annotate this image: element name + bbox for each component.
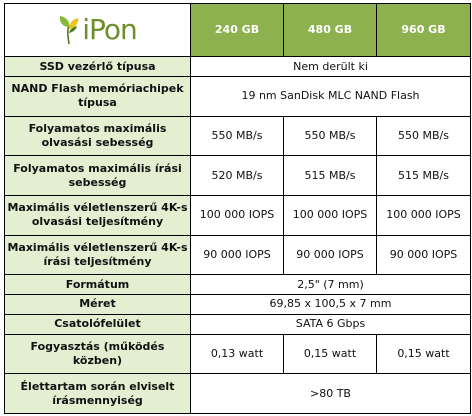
spec-value: 90 000 IOPS xyxy=(376,234,471,276)
spec-value: 0,15 watt xyxy=(376,333,471,375)
spec-value: 550 MB/s xyxy=(190,115,284,157)
spec-value: 100 000 IOPS xyxy=(190,194,284,236)
spec-value: 2,5" (7 mm) xyxy=(190,274,471,296)
spec-label: Csatolófelület xyxy=(4,313,191,335)
capacity-header: 480 GB xyxy=(283,2,377,58)
spec-row: NAND Flash memóriachipek típusa 19 nm San… xyxy=(4,76,471,117)
spec-value: >80 TB xyxy=(190,373,471,414)
spec-label: Méret xyxy=(4,294,191,315)
spec-value: 19 nm SanDisk MLC NAND Flash xyxy=(190,76,471,117)
spec-row: Maximális véletlenszerű 4K-s írási telje… xyxy=(4,234,471,276)
spec-value: 515 MB/s xyxy=(376,155,471,196)
spec-label: NAND Flash memóriachipek típusa xyxy=(4,76,191,117)
spec-body: SSD vezérlő típusa Nem derült ki NAND Flas… xyxy=(4,56,471,414)
spec-label: Folyamatos maximális írási sebesség xyxy=(4,155,191,196)
spec-label: Élettartam során elviselt írásmennyiség xyxy=(4,373,191,414)
spec-label: Maximális véletlenszerű 4K-s írási telje… xyxy=(4,234,191,276)
spec-value: 69,85 x 100,5 x 7 mm xyxy=(190,294,471,315)
capacity-header: 960 GB xyxy=(376,2,471,58)
spec-row: Csatolófelület SATA 6 Gbps xyxy=(4,313,471,335)
spec-value: 100 000 IOPS xyxy=(376,194,471,236)
spec-value: 550 MB/s xyxy=(283,115,377,157)
spec-value: Nem derült ki xyxy=(190,56,471,78)
spec-value: 515 MB/s xyxy=(283,155,377,196)
spec-value: 0,13 watt xyxy=(190,333,284,375)
spec-label: SSD vezérlő típusa xyxy=(4,56,191,78)
capacity-header: 240 GB xyxy=(190,2,284,58)
spec-value: 0,15 watt xyxy=(283,333,377,375)
spec-row: Folyamatos maximális olvasási sebesség 55… xyxy=(4,115,471,157)
spec-row: Maximális véletlenszerű 4K-s olvasási te… xyxy=(4,194,471,236)
logo-text: iPon xyxy=(82,13,138,47)
spec-value: 550 MB/s xyxy=(376,115,471,157)
spec-label: Maximális véletlenszerű 4K-s olvasási te… xyxy=(4,194,191,236)
spec-value: 90 000 IOPS xyxy=(190,234,284,276)
spec-value: 90 000 IOPS xyxy=(283,234,377,276)
spec-row: Fogyasztás (működés közben) 0,13 watt 0,15… xyxy=(4,333,471,375)
spec-row: Méret 69,85 x 100,5 x 7 mm xyxy=(4,294,471,315)
spec-value: 520 MB/s xyxy=(190,155,284,196)
spec-row: Élettartam során elviselt írásmennyiség >… xyxy=(4,373,471,414)
spec-table: iPon 240 GB 480 GB 960 GB SSD vezérlő tí… xyxy=(4,2,471,414)
spec-label: Formátum xyxy=(4,274,191,296)
ipon-logo: iPon xyxy=(7,4,188,56)
spec-value: 100 000 IOPS xyxy=(283,194,377,236)
spec-label: Fogyasztás (működés közben) xyxy=(4,333,191,375)
leaf-icon xyxy=(60,16,79,45)
spec-row: Formátum 2,5" (7 mm) xyxy=(4,274,471,296)
header-row: iPon 240 GB 480 GB 960 GB xyxy=(4,2,471,58)
spec-row: SSD vezérlő típusa Nem derült ki xyxy=(4,56,471,78)
logo-cell: iPon xyxy=(4,2,191,58)
spec-row: Folyamatos maximális írási sebesség 520 M… xyxy=(4,155,471,196)
spec-value: SATA 6 Gbps xyxy=(190,313,471,335)
spec-label: Folyamatos maximális olvasási sebesség xyxy=(4,115,191,157)
